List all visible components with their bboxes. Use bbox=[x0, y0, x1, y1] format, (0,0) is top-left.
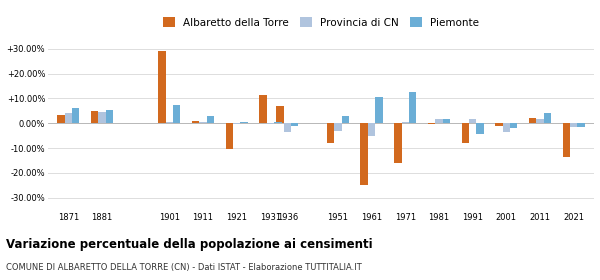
Bar bbox=[199, 122, 207, 123]
Bar bbox=[577, 123, 585, 127]
Bar bbox=[510, 123, 517, 128]
Bar bbox=[435, 120, 443, 123]
Bar bbox=[529, 118, 536, 123]
Bar bbox=[401, 122, 409, 123]
Bar bbox=[173, 105, 181, 123]
Bar bbox=[207, 116, 214, 123]
Bar bbox=[259, 95, 267, 123]
Bar bbox=[276, 106, 284, 123]
Bar bbox=[65, 113, 72, 123]
Bar bbox=[563, 123, 570, 157]
Bar bbox=[361, 123, 368, 185]
Bar bbox=[536, 120, 544, 123]
Text: Variazione percentuale della popolazione ai censimenti: Variazione percentuale della popolazione… bbox=[6, 238, 373, 251]
Bar bbox=[394, 123, 401, 163]
Bar bbox=[368, 123, 375, 136]
Text: COMUNE DI ALBARETTO DELLA TORRE (CN) - Dati ISTAT - Elaborazione TUTTITALIA.IT: COMUNE DI ALBARETTO DELLA TORRE (CN) - D… bbox=[6, 263, 362, 272]
Bar bbox=[284, 123, 291, 132]
Legend: Albaretto della Torre, Provincia di CN, Piemonte: Albaretto della Torre, Provincia di CN, … bbox=[163, 17, 479, 28]
Bar bbox=[267, 123, 274, 124]
Bar bbox=[375, 97, 383, 123]
Bar bbox=[192, 121, 199, 123]
Bar bbox=[327, 123, 334, 143]
Bar bbox=[233, 123, 241, 124]
Bar bbox=[241, 122, 248, 123]
Bar bbox=[334, 123, 341, 131]
Bar bbox=[409, 92, 416, 123]
Bar bbox=[166, 122, 173, 123]
Bar bbox=[158, 51, 166, 123]
Bar bbox=[72, 108, 79, 123]
Bar bbox=[428, 123, 435, 124]
Bar bbox=[495, 123, 503, 126]
Bar bbox=[57, 115, 65, 123]
Bar bbox=[274, 122, 281, 123]
Bar bbox=[98, 112, 106, 123]
Bar bbox=[544, 113, 551, 123]
Bar bbox=[226, 123, 233, 149]
Bar bbox=[291, 123, 298, 126]
Bar bbox=[91, 111, 98, 123]
Bar bbox=[469, 120, 476, 123]
Bar bbox=[106, 109, 113, 123]
Bar bbox=[476, 123, 484, 134]
Bar bbox=[341, 116, 349, 123]
Bar bbox=[461, 123, 469, 143]
Bar bbox=[570, 123, 577, 127]
Bar bbox=[503, 123, 510, 132]
Bar bbox=[443, 120, 450, 123]
